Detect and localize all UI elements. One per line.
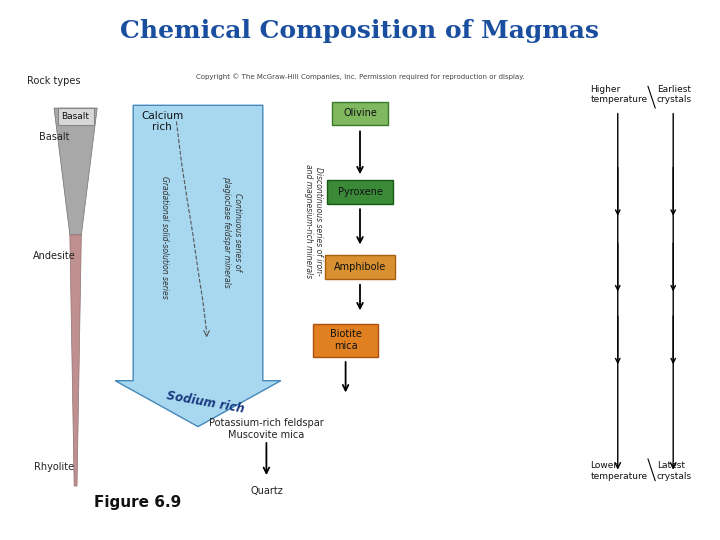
Text: Amphibole: Amphibole <box>334 262 386 272</box>
Text: Rock types: Rock types <box>27 76 81 86</box>
FancyBboxPatch shape <box>312 324 379 357</box>
Text: Figure 6.9: Figure 6.9 <box>94 495 181 510</box>
Text: Basalt: Basalt <box>39 132 69 143</box>
FancyBboxPatch shape <box>58 108 94 125</box>
Text: Andesite: Andesite <box>32 251 76 261</box>
FancyBboxPatch shape <box>325 255 395 279</box>
Polygon shape <box>54 108 97 235</box>
Text: Latest
crystals: Latest crystals <box>657 461 692 481</box>
Text: Discontinuous series of iron-
and magnesium-rich minerals: Discontinuous series of iron- and magnes… <box>304 164 323 279</box>
Polygon shape <box>70 235 81 486</box>
Text: Olivine: Olivine <box>343 109 377 118</box>
Text: Potassium-rich feldspar
Muscovite mica: Potassium-rich feldspar Muscovite mica <box>209 418 324 440</box>
Text: Gradational solid-solution series: Gradational solid-solution series <box>160 176 168 299</box>
Text: Pyroxene: Pyroxene <box>338 187 382 197</box>
Text: Continuous series of
plagioclase feldspar minerals: Continuous series of plagioclase feldspa… <box>222 177 241 288</box>
Text: Earliest
crystals: Earliest crystals <box>657 85 692 104</box>
Polygon shape <box>115 105 281 427</box>
Text: Chemical Composition of Magmas: Chemical Composition of Magmas <box>120 19 600 43</box>
Text: Calcium
rich: Calcium rich <box>141 111 183 132</box>
FancyBboxPatch shape <box>332 102 388 125</box>
Text: Quartz: Quartz <box>250 487 283 496</box>
Text: Higher
temperature: Higher temperature <box>590 85 647 104</box>
FancyBboxPatch shape <box>327 180 393 204</box>
Text: Copyright © The McGraw-Hill Companies, Inc. Permission required for reproduction: Copyright © The McGraw-Hill Companies, I… <box>196 73 524 79</box>
Text: Biotite
mica: Biotite mica <box>330 329 361 351</box>
Text: Sodium rich: Sodium rich <box>165 389 246 416</box>
Text: Lower
temperature: Lower temperature <box>590 461 647 481</box>
Text: Rhyolite: Rhyolite <box>34 462 74 472</box>
Text: Basalt: Basalt <box>62 112 89 121</box>
